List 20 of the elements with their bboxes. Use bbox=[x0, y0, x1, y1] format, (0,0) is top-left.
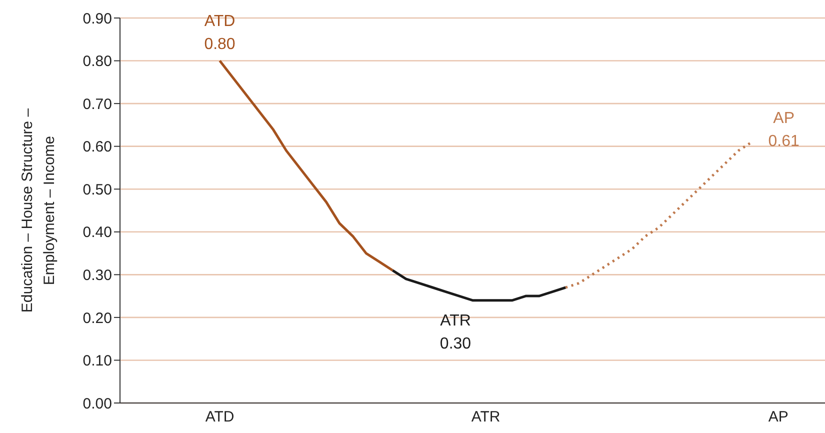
line-series bbox=[218, 60, 394, 272]
line-series bbox=[564, 140, 754, 289]
y-tick-label: 0.50 bbox=[82, 181, 112, 198]
y-tick-label: 0.60 bbox=[82, 138, 112, 156]
y-tick-label: 0.30 bbox=[82, 266, 112, 284]
y-tick-label: 0.70 bbox=[82, 96, 112, 113]
annotation: ATR 0.30 bbox=[440, 312, 472, 352]
x-tick-label: ATR bbox=[471, 408, 500, 426]
annotation: AP 0.61 bbox=[768, 110, 800, 150]
y-tick-label: 0.40 bbox=[82, 224, 112, 242]
y-tick-label: 0.10 bbox=[82, 352, 112, 370]
y-tick-label: 0.20 bbox=[82, 310, 112, 327]
y-axis-title: Education – House Structure – Employment – Income bbox=[19, 108, 58, 313]
y-tick-label: 0.80 bbox=[82, 53, 112, 70]
line-series bbox=[391, 269, 567, 302]
y-tick-label: 0.00 bbox=[82, 395, 112, 412]
y-tick-label: 0.90 bbox=[82, 10, 112, 28]
x-tick-label: AP bbox=[768, 408, 788, 426]
annotation: ATD 0.80 bbox=[204, 12, 236, 53]
x-tick-label: ATD bbox=[205, 408, 234, 426]
